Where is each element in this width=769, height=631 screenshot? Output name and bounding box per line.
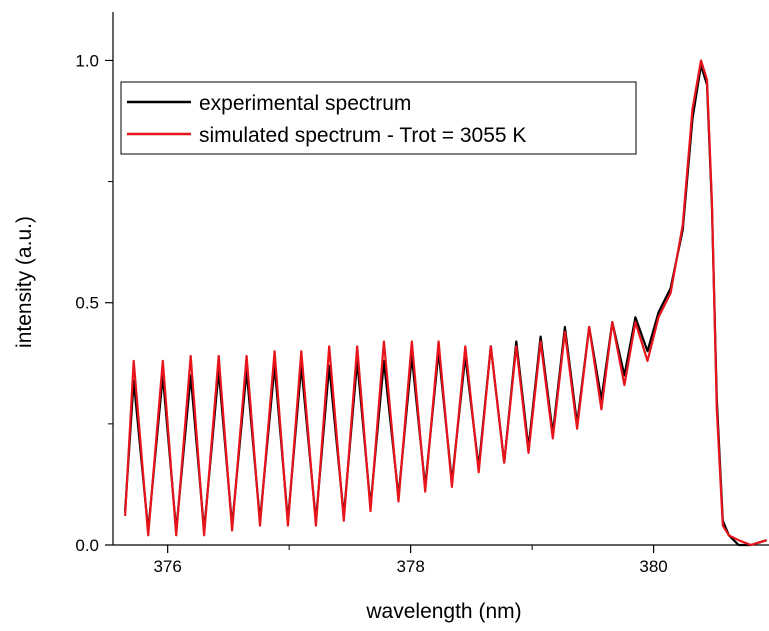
y-tick-label: 1.0 [75,51,99,70]
x-tick-label: 378 [396,557,424,576]
legend: experimental spectrum simulated spectrum… [120,81,637,155]
legend-label-experimental: experimental spectrum [199,92,411,115]
x-tick-label: 376 [153,557,181,576]
y-tick-label: 0.5 [75,294,99,313]
series-layer [124,59,767,547]
y-tick-label: 0.0 [75,536,99,555]
legend-box [120,81,637,155]
x-axis-title: wavelength (nm) [365,600,521,623]
y-axis-title: intensity (a.u.) [13,216,36,348]
series-line-1 [124,59,767,547]
axes [112,12,769,546]
legend-label-simulated: simulated spectrum - Trot = 3055 K [199,124,526,147]
x-tick-label: 380 [639,557,667,576]
ticks-layer: 376 378 380 0.0 0.5 1.0 [75,51,667,576]
